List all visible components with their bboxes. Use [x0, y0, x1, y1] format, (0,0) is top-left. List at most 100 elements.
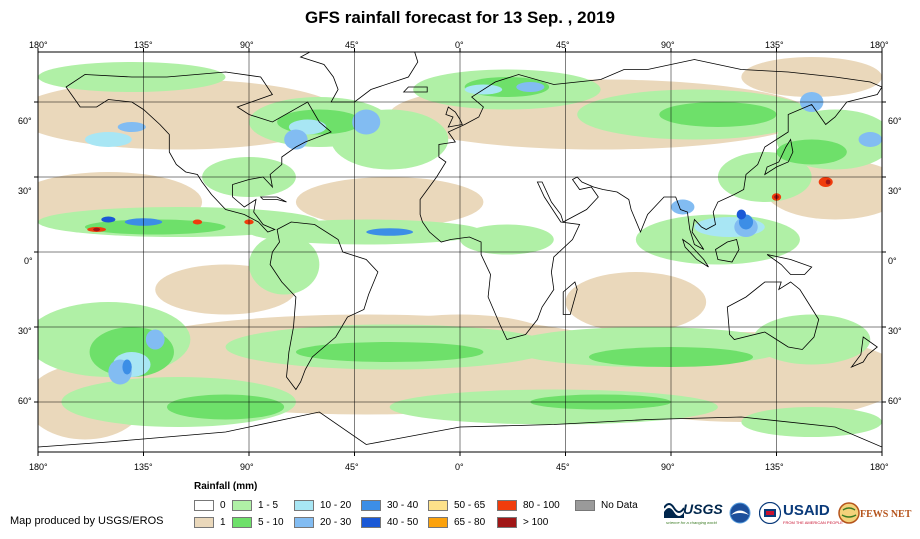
- rain-cell: [84, 132, 132, 147]
- legend-label: 1: [220, 516, 226, 528]
- lon-tick-top-135e: 135°: [765, 40, 784, 50]
- legend-swatch: [428, 499, 448, 511]
- lon-tick-bottom-0: 0°: [455, 462, 464, 472]
- legend-item-2: 1 - 5: [232, 498, 278, 512]
- legend-swatch: [497, 516, 517, 528]
- legend-item-6: 30 - 40: [361, 498, 418, 512]
- legend-title: Rainfall (mm): [194, 481, 258, 492]
- coastlines: [38, 52, 882, 452]
- rain-cell: [352, 109, 381, 135]
- legend-swatch: [575, 499, 595, 511]
- legend-swatch: [294, 499, 314, 511]
- lat-tick-right-30s: 30°: [888, 326, 902, 336]
- lon-tick-top-0: 0°: [455, 40, 464, 50]
- landmass-new-guinea: [766, 254, 813, 275]
- rain-cell: [741, 407, 882, 437]
- landmass-antarctica: [38, 411, 882, 452]
- landmass-south-america: [269, 221, 379, 391]
- rain-cell: [117, 122, 146, 132]
- legend-label: > 100: [523, 516, 549, 528]
- lon-tick-top-90w: 90°: [240, 40, 254, 50]
- fewsnet-globe-icon: [838, 502, 860, 524]
- lat-tick-right-0: 0°: [888, 256, 897, 266]
- legend-item-5: 20 - 30: [294, 515, 351, 529]
- rain-cell: [145, 329, 165, 350]
- usgs-logo: USGS science for a changing world: [664, 500, 726, 528]
- rain-cell: [858, 132, 882, 147]
- rain-cell: [248, 234, 320, 295]
- graticule: [38, 52, 882, 452]
- legend-item-4: 10 - 20: [294, 498, 351, 512]
- legend-item-8: 50 - 65: [428, 498, 485, 512]
- legend-label: 40 - 50: [387, 516, 419, 528]
- rainfall-layer: [38, 57, 882, 440]
- legend-item-11: > 100: [497, 515, 548, 529]
- lat-tick-right-30n: 30°: [888, 186, 902, 196]
- legend-label: 20 - 30: [320, 516, 352, 528]
- legend-item-7: 40 - 50: [361, 515, 418, 529]
- landmass-africa-eurasia: [419, 59, 882, 340]
- legend-swatch: [294, 516, 314, 528]
- legend-label: 0: [220, 499, 226, 511]
- lat-tick-left-30n: 30°: [18, 186, 32, 196]
- legend-swatch: [232, 499, 252, 511]
- legend-item-10: 80 - 100: [497, 498, 560, 512]
- lon-tick-top-90e: 90°: [661, 40, 675, 50]
- landmass-iceland: [402, 86, 428, 93]
- legend-swatch: [428, 516, 448, 528]
- lon-tick-bottom-45e: 45°: [556, 462, 570, 472]
- rain-cell: [366, 228, 414, 236]
- rain-cell: [736, 209, 747, 220]
- fewsnet-wordmark: FEWS NET: [860, 509, 912, 520]
- usaid-logo: USAID FROM THE AMERICAN PEOPLE: [783, 502, 843, 528]
- map-credit: Map produced by USGS/EROS: [10, 515, 164, 527]
- map-title: GFS rainfall forecast for 13 Sep. , 2019: [305, 8, 615, 27]
- legend-label: 5 - 10: [258, 516, 284, 528]
- fewsnet-logo: FEWS NET: [860, 504, 911, 522]
- rain-cell: [295, 342, 484, 362]
- legend-label: 30 - 40: [387, 499, 419, 511]
- usaid-seal-icon: [759, 502, 781, 524]
- landmass-new-zealand: [850, 336, 878, 368]
- lon-tick-top-180w: 180°: [29, 40, 48, 50]
- lon-tick-top-180e: 180°: [870, 40, 889, 50]
- lon-tick-bottom-180e: 180°: [870, 462, 889, 472]
- landmass-sumatra: [681, 238, 709, 268]
- lon-tick-bottom-45w: 45°: [345, 462, 359, 472]
- legend-swatch: [361, 499, 381, 511]
- rain-cell: [776, 139, 847, 165]
- legend-swatch: [497, 499, 517, 511]
- legend-label: 10 - 20: [320, 499, 352, 511]
- legend-swatch: [194, 516, 214, 528]
- legend-label: 50 - 65: [454, 499, 486, 511]
- legend-label: 65 - 80: [454, 516, 486, 528]
- legend-item-1: 1: [194, 515, 226, 529]
- rain-cell: [93, 227, 101, 232]
- lat-tick-left-30s: 30°: [18, 326, 32, 336]
- rain-cell: [284, 129, 308, 150]
- rain-cell: [516, 82, 545, 92]
- landmass-japan: [764, 138, 794, 176]
- lon-tick-bottom-135w: 135°: [134, 462, 153, 472]
- rain-cell: [166, 394, 285, 420]
- lon-tick-top-45w: 45°: [345, 40, 359, 50]
- rain-cell: [101, 216, 116, 223]
- rain-cell: [825, 179, 831, 185]
- legend-swatch: [232, 516, 252, 528]
- legend-swatch: [194, 499, 214, 511]
- lat-tick-left-0: 0°: [24, 256, 33, 266]
- landmass-great-britain: [445, 106, 463, 128]
- rain-cell: [659, 102, 777, 127]
- rain-cell: [565, 272, 707, 332]
- lat-tick-right-60n: 60°: [888, 116, 902, 126]
- usaid-wordmark: USAID: [783, 502, 830, 519]
- lon-tick-bottom-90w: 90°: [240, 462, 254, 472]
- noaa-logo-icon: [729, 502, 751, 524]
- usgs-tagline: science for a changing world: [666, 520, 717, 525]
- rain-cell: [295, 177, 484, 227]
- rain-cell: [741, 57, 882, 97]
- rain-cell: [671, 199, 695, 215]
- legend-item-12: No Data: [575, 498, 638, 512]
- legend-item-9: 65 - 80: [428, 515, 485, 529]
